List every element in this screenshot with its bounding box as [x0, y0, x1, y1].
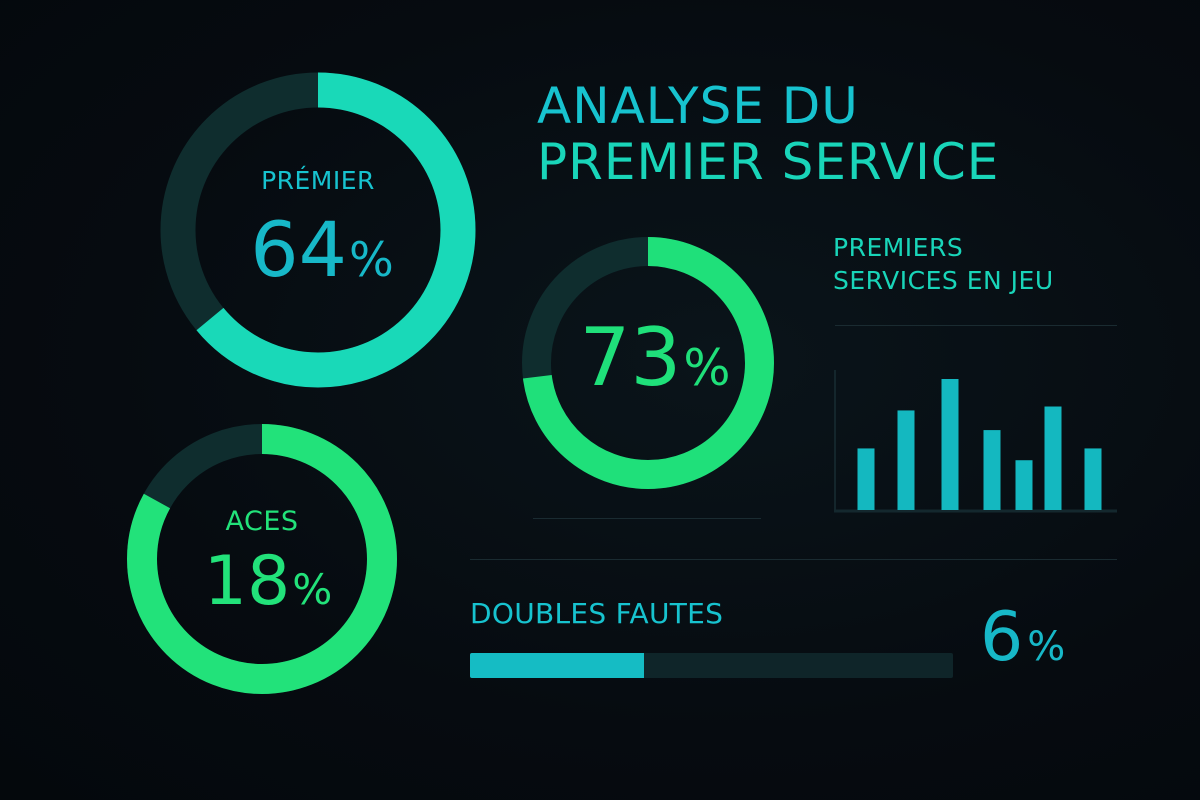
premier-donut-chart: [160, 72, 476, 388]
in-play-value-unit: %: [683, 339, 731, 397]
bar-chart-title-line-1: PREMIERS: [833, 233, 964, 262]
premier-label: PRÉMIER: [261, 166, 375, 195]
page-title: ANALYSE DU PREMIER SERVICE: [537, 78, 1097, 190]
bar: [1015, 460, 1033, 510]
divider-under-donut: [533, 518, 761, 519]
title-line-2: PREMIER SERVICE: [537, 133, 1000, 191]
bar: [941, 379, 959, 510]
double-faults-value-unit: %: [1027, 624, 1066, 670]
double-faults-progress-track: [470, 653, 953, 678]
bar: [857, 448, 875, 510]
bar-chart-title-line-2: SERVICES EN JEU: [833, 266, 1054, 295]
premier-value: 64%: [172, 212, 472, 288]
aces-value-unit: %: [292, 565, 333, 614]
in-play-value: 73%: [505, 318, 805, 398]
divider-under-bar-title: [835, 325, 1117, 326]
bars-group: [857, 379, 1102, 510]
bar: [983, 430, 1001, 510]
double-faults-progress-fill: [470, 653, 644, 678]
premier-value-unit: %: [348, 233, 394, 288]
in-play-donut-chart: [522, 237, 774, 489]
aces-value-number: 18: [203, 542, 291, 621]
double-faults-value-number: 6: [980, 598, 1024, 677]
bar: [897, 410, 915, 510]
double-faults-value: 6%: [980, 604, 1065, 672]
first-serve-bar-chart: [834, 370, 1117, 513]
bar: [1084, 448, 1102, 510]
in-play-value-number: 73: [579, 311, 682, 404]
title-line-1: ANALYSE DU: [537, 77, 859, 135]
aces-value: 18%: [118, 548, 418, 616]
premier-value-number: 64: [250, 205, 347, 294]
double-faults-label: DOUBLES FAUTES: [470, 597, 724, 630]
aces-donut-chart: [127, 424, 397, 694]
bar-chart-title: PREMIERS SERVICES EN JEU: [833, 231, 1054, 297]
divider-above-double-faults: [470, 559, 1117, 560]
aces-label: ACES: [225, 506, 299, 537]
bar: [1044, 406, 1062, 510]
